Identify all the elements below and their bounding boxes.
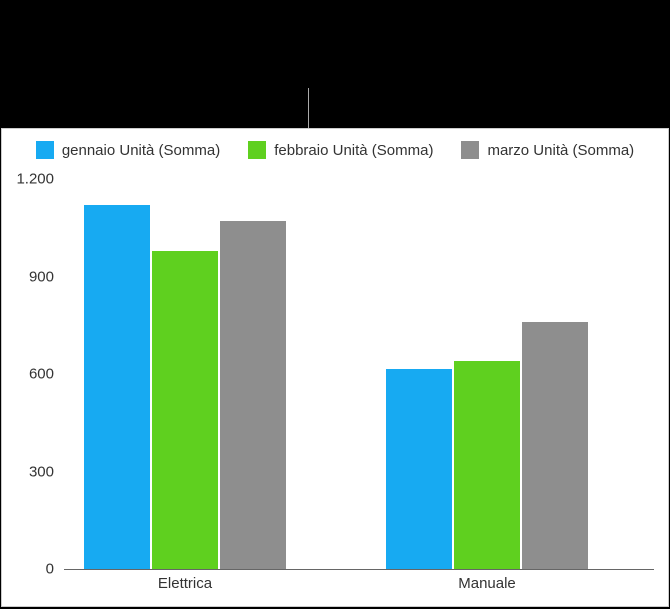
chart-container: gennaio Unità (Somma) febbraio Unità (So…	[1, 128, 669, 607]
y-tick-label: 0	[4, 561, 54, 578]
plot-area	[64, 179, 654, 569]
x-axis-line	[64, 569, 654, 570]
bar	[386, 369, 452, 569]
legend-swatch-1	[248, 141, 266, 159]
legend-label-2: marzo Unità (Somma)	[487, 142, 634, 159]
x-tick-label: Manuale	[458, 575, 516, 592]
bar	[152, 251, 218, 570]
legend-item-2: marzo Unità (Somma)	[461, 141, 634, 159]
y-tick-label: 1.200	[4, 171, 54, 188]
bar	[220, 221, 286, 569]
bar	[454, 361, 520, 569]
legend-label-1: febbraio Unità (Somma)	[274, 142, 433, 159]
legend-item-0: gennaio Unità (Somma)	[36, 141, 220, 159]
x-tick-label: Elettrica	[158, 575, 212, 592]
y-tick-label: 300	[4, 463, 54, 480]
legend-item-1: febbraio Unità (Somma)	[248, 141, 433, 159]
callout-tick	[308, 88, 309, 128]
header-black-region	[0, 0, 670, 128]
legend: gennaio Unità (Somma) febbraio Unità (So…	[2, 141, 668, 159]
bar	[84, 205, 150, 569]
bar	[522, 322, 588, 569]
legend-swatch-2	[461, 141, 479, 159]
legend-label-0: gennaio Unità (Somma)	[62, 142, 220, 159]
legend-swatch-0	[36, 141, 54, 159]
y-tick-label: 600	[4, 366, 54, 383]
y-tick-label: 900	[4, 268, 54, 285]
